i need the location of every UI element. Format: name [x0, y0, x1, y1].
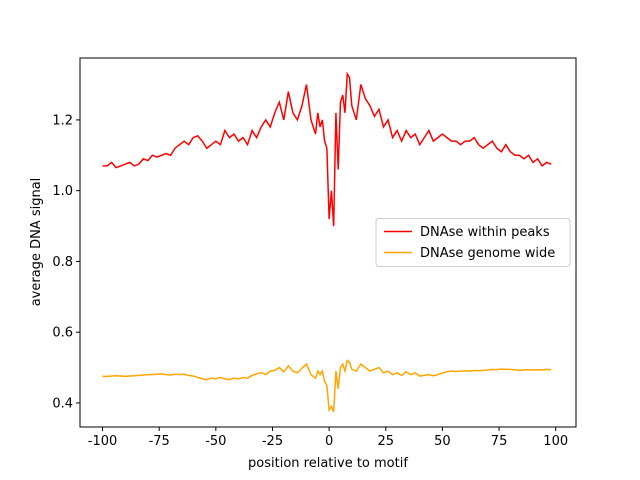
legend-label: DNAse within peaks — [420, 225, 550, 240]
legend: DNAse within peaks DNAse genome wide — [375, 218, 571, 267]
y-tick-label: 0.6 — [52, 326, 73, 341]
y-tick-label: 0.8 — [52, 255, 73, 270]
x-tick-label: -50 — [205, 434, 226, 449]
legend-label: DNAse genome wide — [420, 246, 555, 261]
data-line — [102, 359, 552, 413]
x-axis-label: position relative to motif — [248, 456, 408, 471]
x-tick-label: 75 — [491, 434, 508, 449]
y-axis-label: average DNA signal — [29, 178, 44, 307]
x-tick-label: 25 — [378, 434, 395, 449]
x-tick-label: -25 — [262, 434, 283, 449]
y-tick-label: 1.0 — [52, 184, 73, 199]
legend-box — [375, 218, 571, 267]
x-tick-label: 0 — [325, 434, 333, 449]
y-tick-label: 0.4 — [52, 396, 73, 411]
plot-frame — [79, 57, 577, 428]
x-tick-label: 100 — [543, 434, 568, 449]
x-tick-label: 50 — [434, 434, 451, 449]
data-line — [102, 71, 552, 227]
x-tick-label: -75 — [149, 434, 170, 449]
x-tick-label: -100 — [88, 434, 118, 449]
y-tick-label: 1.2 — [52, 113, 73, 128]
